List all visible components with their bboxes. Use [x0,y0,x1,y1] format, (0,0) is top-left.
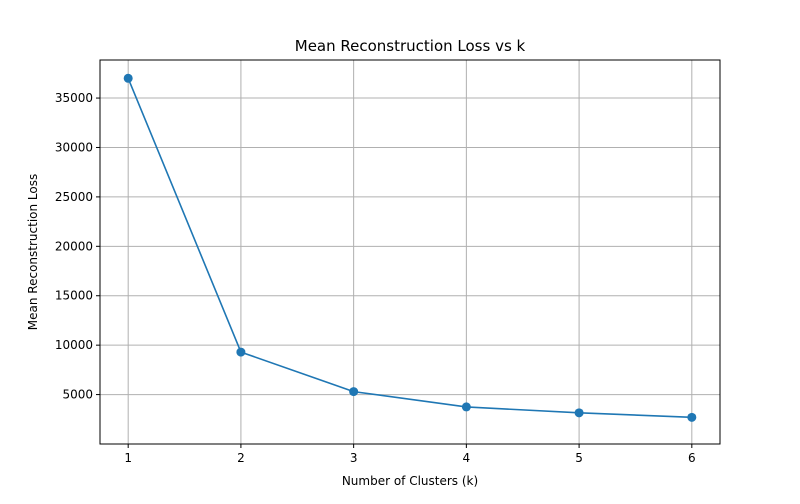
x-axis-label: Number of Clusters (k) [342,474,478,488]
x-tick-label: 3 [350,451,358,465]
y-axis-label: Mean Reconstruction Loss [26,174,40,330]
y-tick-label: 20000 [55,239,93,253]
plot-area-frame [99,59,721,445]
data-point-marker [349,387,359,397]
data-point-marker [574,408,584,418]
y-tick-label: 15000 [55,289,93,303]
x-tick-label: 4 [463,451,471,465]
y-tick-label: 30000 [55,140,93,154]
x-axis-ticks: 1 2 3 4 5 6 [124,444,696,465]
series-line-layer [127,77,692,419]
data-point-marker [123,73,133,83]
data-point-marker [461,402,471,412]
chart-title: Mean Reconstruction Loss vs k [295,37,526,55]
x-tick-label: 2 [237,451,245,465]
y-tick-label: 35000 [55,91,93,105]
y-axis-ticks: 5000 10000 15000 20000 25000 30000 35000 [55,91,100,402]
y-tick-label: 10000 [55,338,93,352]
x-tick-label: 6 [688,451,696,465]
series-markers [123,73,697,422]
data-point-marker [236,347,246,357]
grid-lines [100,60,720,444]
y-tick-label: 5000 [62,388,93,402]
data-point-marker [687,412,697,422]
y-tick-label: 25000 [55,190,93,204]
x-tick-label: 5 [575,451,583,465]
x-tick-label: 1 [124,451,132,465]
series-line [127,77,692,419]
